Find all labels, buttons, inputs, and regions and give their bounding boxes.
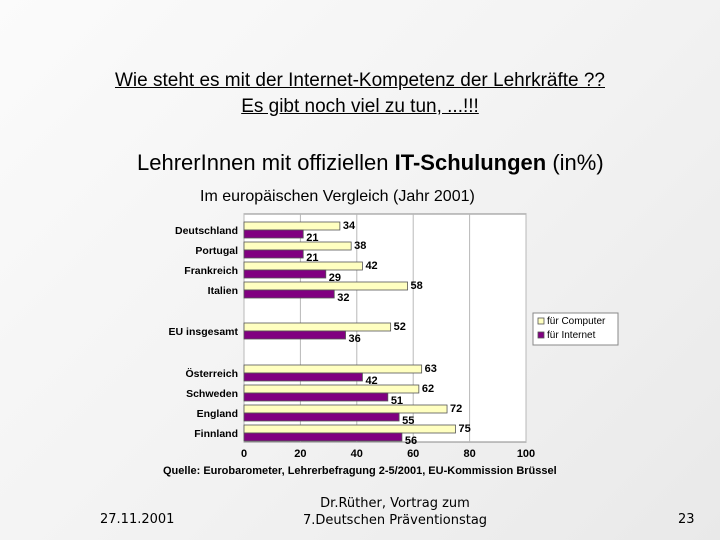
- footer-presenter-line2: 7.Deutschen Präventionstag: [302, 513, 488, 528]
- chart-title-part2: IT-Schulungen: [394, 150, 547, 175]
- data-label: 72: [450, 403, 462, 415]
- data-label: 51: [391, 395, 403, 407]
- data-label: 62: [422, 383, 434, 395]
- bar-internet: [243, 249, 304, 259]
- legend-label: für Computer: [547, 316, 606, 327]
- category-label: Finnland: [194, 428, 238, 440]
- category-label: Deutschland: [175, 225, 238, 237]
- footer-date: 27.11.2001: [100, 512, 175, 527]
- x-tick-label: 60: [407, 448, 419, 460]
- category-label: Italien: [208, 285, 238, 297]
- bar-computer: [243, 322, 392, 332]
- bar-computer: [243, 404, 448, 414]
- x-tick-label: 100: [517, 448, 535, 460]
- slide-title-line1: Wie steht es mit der Internet-Kompetenz …: [114, 70, 605, 91]
- data-label: 42: [365, 375, 377, 387]
- data-label: 52: [394, 321, 406, 333]
- legend-box: [532, 312, 619, 346]
- data-label: 29: [329, 272, 341, 284]
- data-label: 21: [306, 232, 318, 244]
- category-label: England: [197, 408, 238, 420]
- data-label: 42: [365, 260, 377, 272]
- category-label: Schweden: [186, 388, 238, 400]
- data-label: 63: [425, 363, 437, 375]
- bar-internet: [243, 289, 335, 299]
- category-label: Frankreich: [184, 265, 238, 277]
- category-label: EU insgesamt: [169, 326, 239, 338]
- data-label: 21: [306, 252, 318, 264]
- bar-computer: [243, 241, 352, 251]
- legend-swatch-internet: [537, 331, 545, 339]
- legend-label: für Internet: [547, 330, 596, 341]
- chart-title: LehrerInnen mit offiziellen IT-Schulunge…: [137, 150, 604, 176]
- data-label: 58: [411, 280, 423, 292]
- bar-internet: [243, 330, 346, 340]
- x-tick-label: 0: [241, 448, 247, 460]
- x-tick-label: 80: [463, 448, 475, 460]
- data-label: 75: [459, 423, 471, 435]
- bar-internet: [243, 432, 403, 442]
- x-tick-label: 40: [351, 448, 363, 460]
- bar-computer: [243, 364, 423, 374]
- slide-title: Wie steht es mit der Internet-Kompetenz …: [0, 68, 720, 120]
- bar-computer: [243, 384, 420, 394]
- page-number: 23: [678, 512, 695, 527]
- data-label: 34: [343, 220, 356, 232]
- chart-title-part1: LehrerInnen mit offiziellen: [137, 150, 395, 175]
- bar-computer: [243, 221, 341, 231]
- chart-source: Quelle: Eurobarometer, Lehrerbefragung 2…: [163, 465, 557, 477]
- bar-internet: [243, 269, 327, 279]
- footer-presenter-line1: Dr.Rüther, Vortrag zum: [320, 496, 470, 511]
- bar-computer: [243, 261, 363, 271]
- slide-title-line2: Es gibt noch viel zu tun, ...!!!: [241, 96, 479, 117]
- data-label: 36: [349, 333, 361, 345]
- category-label: Portugal: [195, 245, 238, 257]
- x-tick-label: 20: [294, 448, 306, 460]
- bar-internet: [243, 372, 363, 382]
- bar-computer: [243, 281, 408, 291]
- bar-internet: [243, 412, 400, 422]
- data-label: 55: [402, 415, 414, 427]
- bar-internet: [243, 392, 389, 402]
- footer-presenter: Dr.Rüther, Vortrag zum 7.Deutschen Präve…: [245, 495, 545, 529]
- chart-title-part3: (in%): [546, 150, 604, 175]
- data-label: 38: [354, 240, 366, 252]
- legend-swatch-computer: [537, 317, 545, 325]
- chart-subtitle: Im europäischen Vergleich (Jahr 2001): [200, 188, 475, 205]
- category-label: Österreich: [185, 367, 238, 380]
- data-label: 32: [337, 292, 349, 304]
- bar-computer: [243, 424, 456, 434]
- data-label: 56: [405, 435, 417, 447]
- bar-internet: [243, 229, 304, 239]
